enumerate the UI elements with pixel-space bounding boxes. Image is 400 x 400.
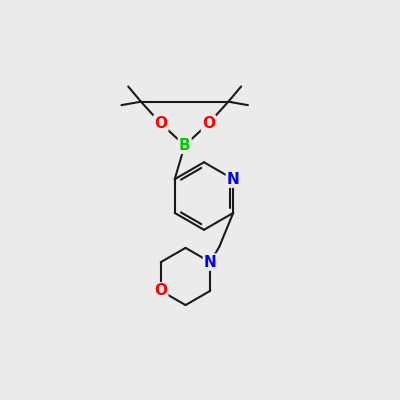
Text: B: B <box>179 138 190 153</box>
Text: O: O <box>202 116 215 131</box>
Text: N: N <box>204 255 217 270</box>
Text: N: N <box>227 172 240 187</box>
Text: O: O <box>154 116 167 131</box>
Text: O: O <box>154 283 167 298</box>
